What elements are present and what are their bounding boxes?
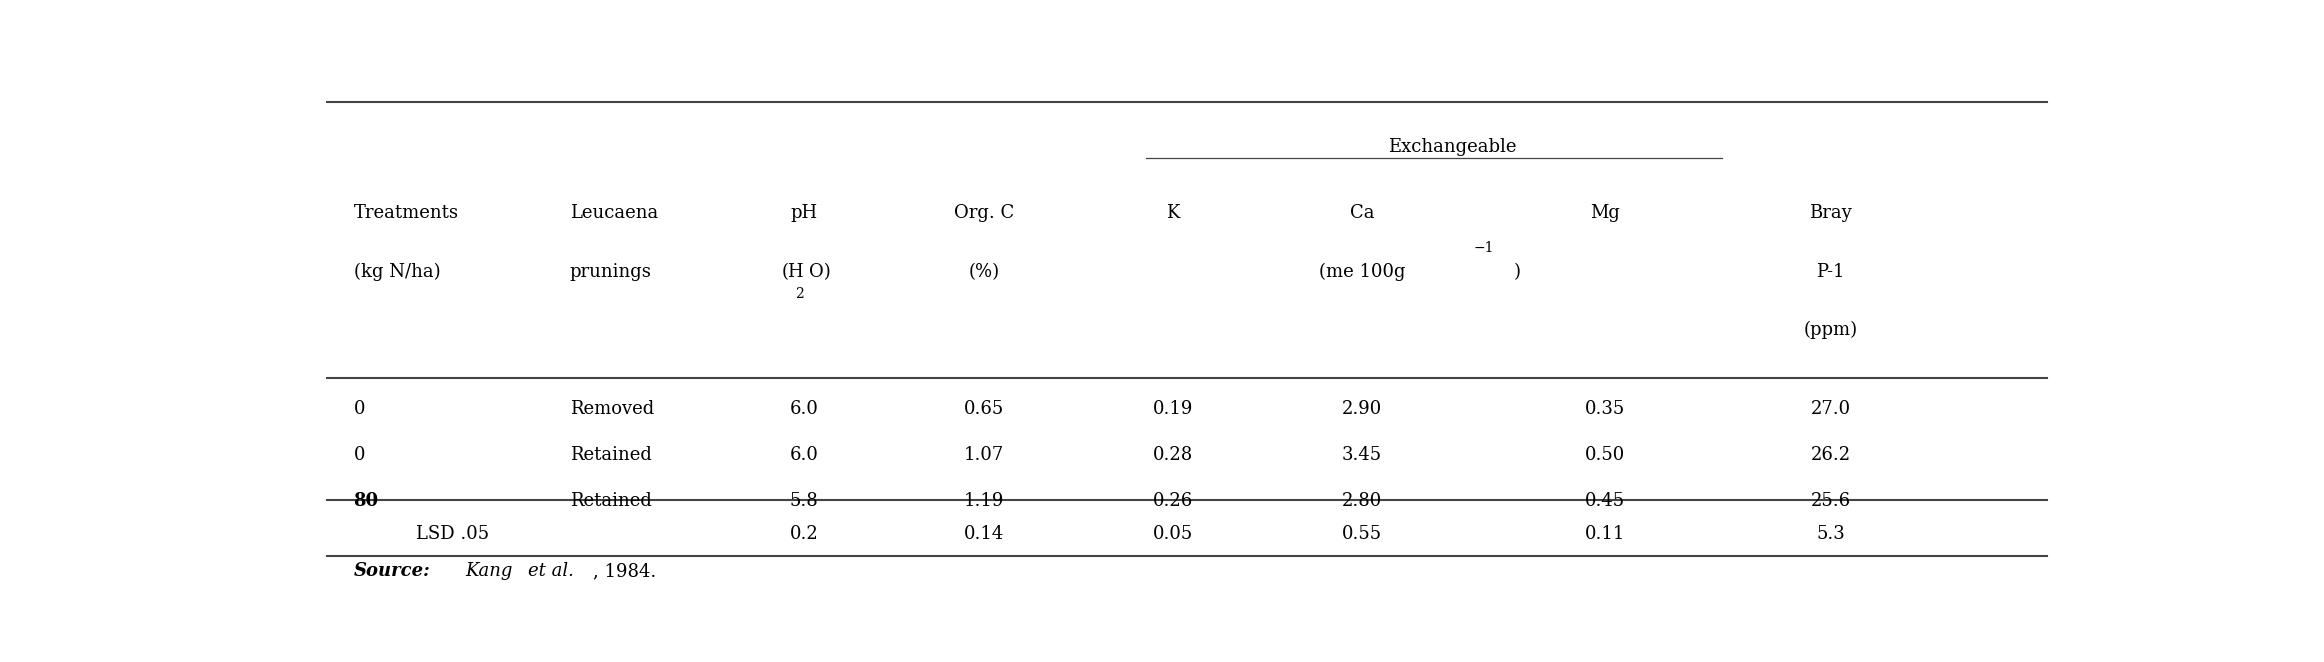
Text: LSD .05: LSD .05 bbox=[416, 526, 488, 544]
Text: Ca: Ca bbox=[1350, 204, 1373, 222]
Text: Source:: Source: bbox=[353, 562, 430, 580]
Text: 0.65: 0.65 bbox=[964, 401, 1004, 418]
Text: 27.0: 27.0 bbox=[1810, 401, 1850, 418]
Text: P-1: P-1 bbox=[1815, 263, 1845, 281]
Text: 0.28: 0.28 bbox=[1153, 446, 1192, 464]
Text: K: K bbox=[1167, 204, 1181, 222]
Text: Retained: Retained bbox=[569, 492, 651, 510]
Text: 0: 0 bbox=[353, 446, 365, 464]
Text: prunings: prunings bbox=[569, 263, 651, 281]
Text: Removed: Removed bbox=[569, 401, 653, 418]
Text: Mg: Mg bbox=[1590, 204, 1620, 222]
Text: (%): (%) bbox=[969, 263, 999, 281]
Text: 0.19: 0.19 bbox=[1153, 401, 1192, 418]
Text: et al.: et al. bbox=[528, 562, 574, 580]
Text: 3.45: 3.45 bbox=[1341, 446, 1383, 464]
Text: , 1984.: , 1984. bbox=[593, 562, 655, 580]
Text: Retained: Retained bbox=[569, 446, 651, 464]
Text: −1: −1 bbox=[1473, 242, 1494, 256]
Text: (H: (H bbox=[781, 263, 804, 281]
Text: ): ) bbox=[1513, 263, 1520, 281]
Text: Org. C: Org. C bbox=[953, 204, 1013, 222]
Text: 1.19: 1.19 bbox=[964, 492, 1004, 510]
Text: Treatments: Treatments bbox=[353, 204, 458, 222]
Text: 2: 2 bbox=[795, 287, 804, 301]
Text: 6.0: 6.0 bbox=[790, 401, 818, 418]
Text: 2.90: 2.90 bbox=[1341, 401, 1383, 418]
Text: (me 100g: (me 100g bbox=[1320, 263, 1406, 281]
Text: 0.11: 0.11 bbox=[1585, 526, 1624, 544]
Text: Bray: Bray bbox=[1808, 204, 1852, 222]
Text: 5.3: 5.3 bbox=[1815, 526, 1845, 544]
Text: 1.07: 1.07 bbox=[964, 446, 1004, 464]
Text: 80: 80 bbox=[353, 492, 379, 510]
Text: Leucaena: Leucaena bbox=[569, 204, 658, 222]
Text: Kang: Kang bbox=[465, 562, 518, 580]
Text: 5.8: 5.8 bbox=[790, 492, 818, 510]
Text: 26.2: 26.2 bbox=[1810, 446, 1850, 464]
Text: Exchangeable: Exchangeable bbox=[1387, 138, 1518, 156]
Text: 0.26: 0.26 bbox=[1153, 492, 1192, 510]
Text: 2.80: 2.80 bbox=[1341, 492, 1383, 510]
Text: 0.35: 0.35 bbox=[1585, 401, 1624, 418]
Text: 0: 0 bbox=[353, 401, 365, 418]
Text: 0.14: 0.14 bbox=[964, 526, 1004, 544]
Text: O): O) bbox=[809, 263, 832, 281]
Text: 0.50: 0.50 bbox=[1585, 446, 1624, 464]
Text: pH: pH bbox=[790, 204, 818, 222]
Text: (ppm): (ppm) bbox=[1803, 321, 1857, 340]
Text: (kg N/ha): (kg N/ha) bbox=[353, 263, 439, 281]
Text: 0.45: 0.45 bbox=[1585, 492, 1624, 510]
Text: 0.05: 0.05 bbox=[1153, 526, 1192, 544]
Text: 6.0: 6.0 bbox=[790, 446, 818, 464]
Text: 0.55: 0.55 bbox=[1341, 526, 1383, 544]
Text: 0.2: 0.2 bbox=[790, 526, 818, 544]
Text: 25.6: 25.6 bbox=[1810, 492, 1850, 510]
